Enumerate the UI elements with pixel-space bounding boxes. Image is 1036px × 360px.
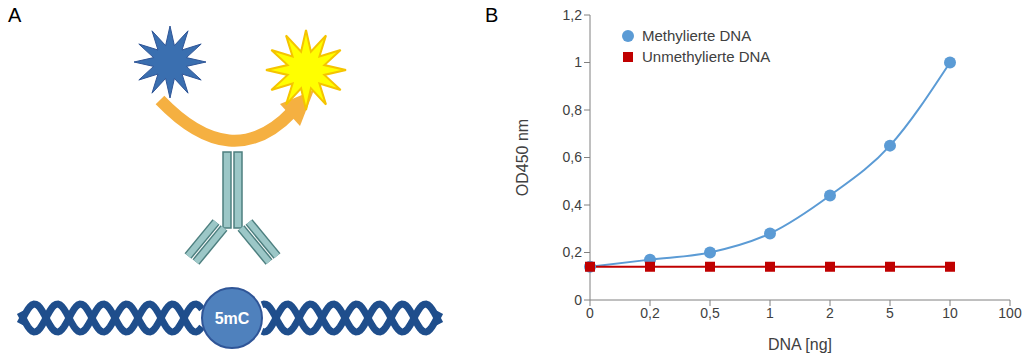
svg-text:10: 10 [942,305,958,321]
svg-text:0,6: 0,6 [563,149,583,165]
svg-text:5mC: 5mC [215,310,250,327]
svg-text:100: 100 [998,305,1022,321]
svg-text:0: 0 [574,292,582,308]
svg-text:1,2: 1,2 [563,7,583,23]
svg-text:1: 1 [766,305,774,321]
svg-text:DNA [ng]: DNA [ng] [768,336,832,353]
svg-text:0,2: 0,2 [563,244,583,260]
svg-text:0,2: 0,2 [640,305,660,321]
svg-text:OD450 nm: OD450 nm [514,119,531,196]
svg-text:0,5: 0,5 [700,305,720,321]
html-text:Unmethylierte DNA: Unmethylierte DNA [642,48,771,65]
html-text:Methylierte DNA: Methylierte DNA [642,27,752,44]
svg-text:5: 5 [886,305,894,321]
svg-text:0,4: 0,4 [563,197,583,213]
svg-text:0,8: 0,8 [563,102,583,118]
html-text:A: A [8,4,22,26]
svg-text:2: 2 [826,305,834,321]
svg-text:1: 1 [574,54,582,70]
html-text:B: B [485,4,499,26]
svg-text:0: 0 [586,305,594,321]
